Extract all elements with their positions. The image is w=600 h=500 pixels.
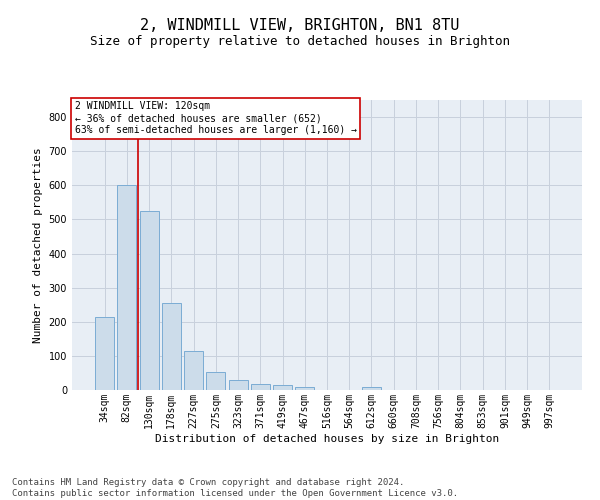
Bar — [95, 316, 114, 390]
Bar — [184, 351, 203, 390]
X-axis label: Distribution of detached houses by size in Brighton: Distribution of detached houses by size … — [155, 434, 499, 444]
Bar — [273, 385, 292, 390]
Text: 2 WINDMILL VIEW: 120sqm
← 36% of detached houses are smaller (652)
63% of semi-d: 2 WINDMILL VIEW: 120sqm ← 36% of detache… — [74, 102, 356, 134]
Text: Contains HM Land Registry data © Crown copyright and database right 2024.
Contai: Contains HM Land Registry data © Crown c… — [12, 478, 458, 498]
Text: 2, WINDMILL VIEW, BRIGHTON, BN1 8TU: 2, WINDMILL VIEW, BRIGHTON, BN1 8TU — [140, 18, 460, 32]
Bar — [140, 211, 158, 390]
Bar — [162, 303, 181, 390]
Bar — [229, 380, 248, 390]
Text: Size of property relative to detached houses in Brighton: Size of property relative to detached ho… — [90, 35, 510, 48]
Bar — [362, 386, 381, 390]
Bar — [118, 186, 136, 390]
Bar — [206, 372, 225, 390]
Bar — [295, 386, 314, 390]
Y-axis label: Number of detached properties: Number of detached properties — [33, 147, 43, 343]
Bar — [251, 384, 270, 390]
